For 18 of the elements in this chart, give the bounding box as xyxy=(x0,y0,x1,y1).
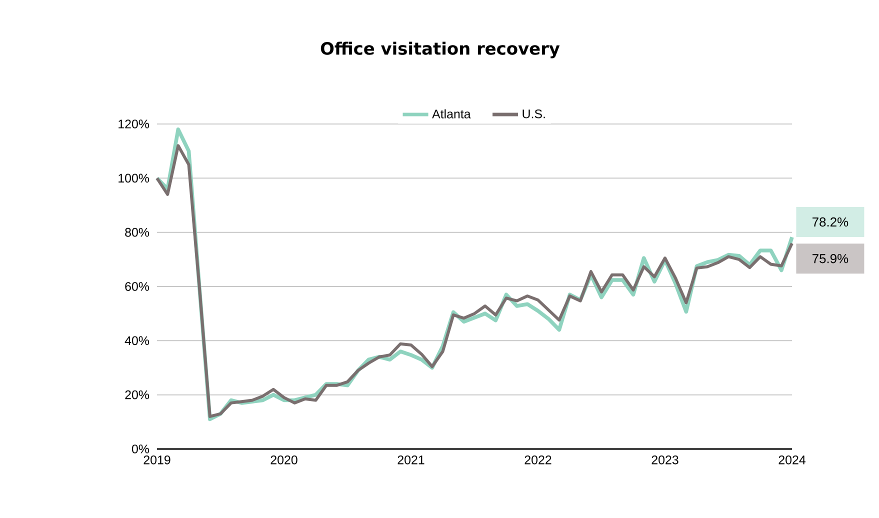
y-tick-label: 40% xyxy=(124,336,150,346)
x-tick-label: 2020 xyxy=(270,456,298,464)
y-tick-label: 0% xyxy=(132,444,150,454)
x-tick-label: 2022 xyxy=(524,456,552,464)
x-tick-label: 2024 xyxy=(778,456,806,464)
chart-title: Office visitation recovery xyxy=(320,42,560,58)
y-tick-label: 100% xyxy=(118,174,150,183)
x-tick-label: 2023 xyxy=(652,456,678,464)
data-label: 75.9% xyxy=(812,254,848,264)
y-tick-label: 60% xyxy=(125,282,150,291)
y-tick-label: 80% xyxy=(125,228,150,237)
y-tick-label: 120% xyxy=(118,120,150,128)
legend-label: Atlanta xyxy=(432,109,471,118)
y-tick-label: 20% xyxy=(125,390,150,400)
data-label: 78.2% xyxy=(812,217,848,227)
legend-label: U.S. xyxy=(522,109,545,118)
x-tick-label: 2021 xyxy=(398,456,424,464)
x-tick-label: 2019 xyxy=(144,456,170,464)
